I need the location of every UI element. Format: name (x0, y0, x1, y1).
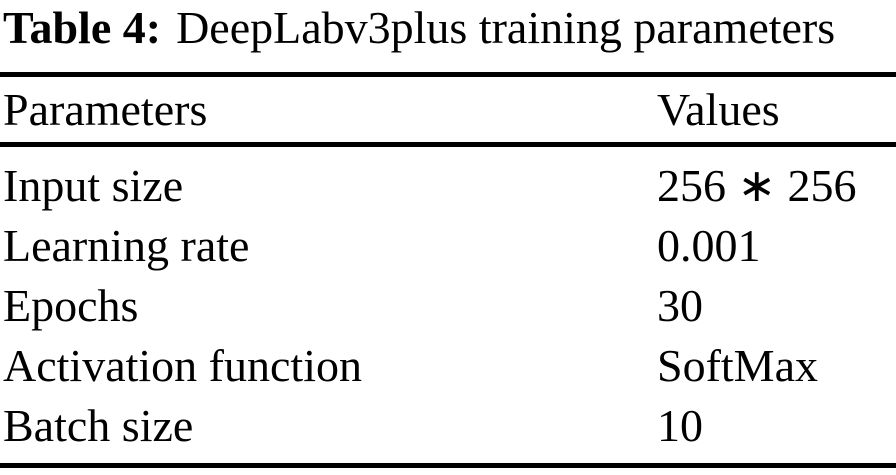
parameter-cell: Batch size (3, 400, 194, 451)
table-mid-rule (0, 142, 896, 147)
value-cell: SoftMax (657, 340, 818, 391)
value-cell: 0.001 (657, 220, 761, 271)
value-cell: 10 (657, 400, 703, 451)
column-header-values: Values (657, 84, 780, 135)
parameter-cell: Epochs (3, 280, 139, 331)
table-top-rule (0, 72, 896, 77)
table-caption: Table 4: DeepLabv3plus training parameter… (3, 0, 835, 56)
table-row: Batch size 10 (0, 396, 896, 456)
table-body: Input size 256 ∗ 256 Learning rate 0.001… (0, 147, 896, 463)
table-bottom-rule (0, 463, 896, 468)
table-row: Activation function SoftMax (0, 336, 896, 396)
parameter-cell: Input size (3, 160, 184, 211)
parameter-cell: Activation function (3, 340, 362, 391)
table-header-row: Parameters Values (0, 77, 896, 142)
value-cell: 30 (657, 280, 703, 331)
table-row: Epochs 30 (0, 276, 896, 336)
table-caption-label: Table 4: (3, 2, 162, 53)
table-row: Input size 256 ∗ 256 (0, 156, 896, 216)
parameter-cell: Learning rate (3, 220, 250, 271)
table-row: Learning rate 0.001 (0, 216, 896, 276)
table-caption-text: DeepLabv3plus training parameters (176, 2, 836, 53)
training-parameters-table: Parameters Values Input size 256 ∗ 256 L… (0, 72, 896, 468)
value-cell: 256 ∗ 256 (657, 160, 857, 211)
column-header-parameters: Parameters (3, 84, 208, 135)
